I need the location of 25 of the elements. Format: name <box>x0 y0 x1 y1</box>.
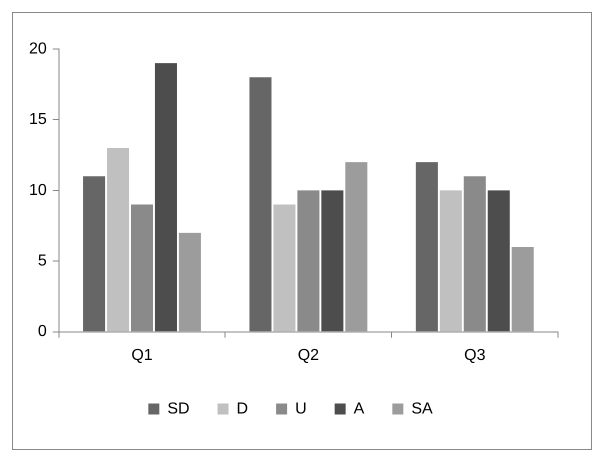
x-tick-label: Q1 <box>131 346 153 364</box>
y-tick-label: 5 <box>38 252 47 270</box>
bar <box>345 162 368 332</box>
bar <box>107 148 130 332</box>
bar <box>273 204 296 332</box>
bar <box>416 162 438 332</box>
bar <box>512 246 534 332</box>
bar <box>321 190 344 332</box>
x-tick-label: Q2 <box>298 346 320 364</box>
legend-label: D <box>236 400 248 418</box>
x-tick-label: Q3 <box>464 346 486 364</box>
y-tick-label: 15 <box>29 111 47 128</box>
bar <box>249 77 272 332</box>
y-tick-label: 10 <box>29 182 47 199</box>
bar <box>178 232 201 332</box>
bar <box>488 190 510 332</box>
y-tick-label: 0 <box>38 323 47 340</box>
bar <box>154 63 177 332</box>
legend-label: U <box>295 400 307 418</box>
legend-label: SA <box>411 400 434 418</box>
legend-label: A <box>354 400 365 418</box>
bar <box>83 176 106 332</box>
y-tick-label: 20 <box>29 40 47 58</box>
legend-label: SD <box>167 400 190 418</box>
bar <box>440 190 462 332</box>
